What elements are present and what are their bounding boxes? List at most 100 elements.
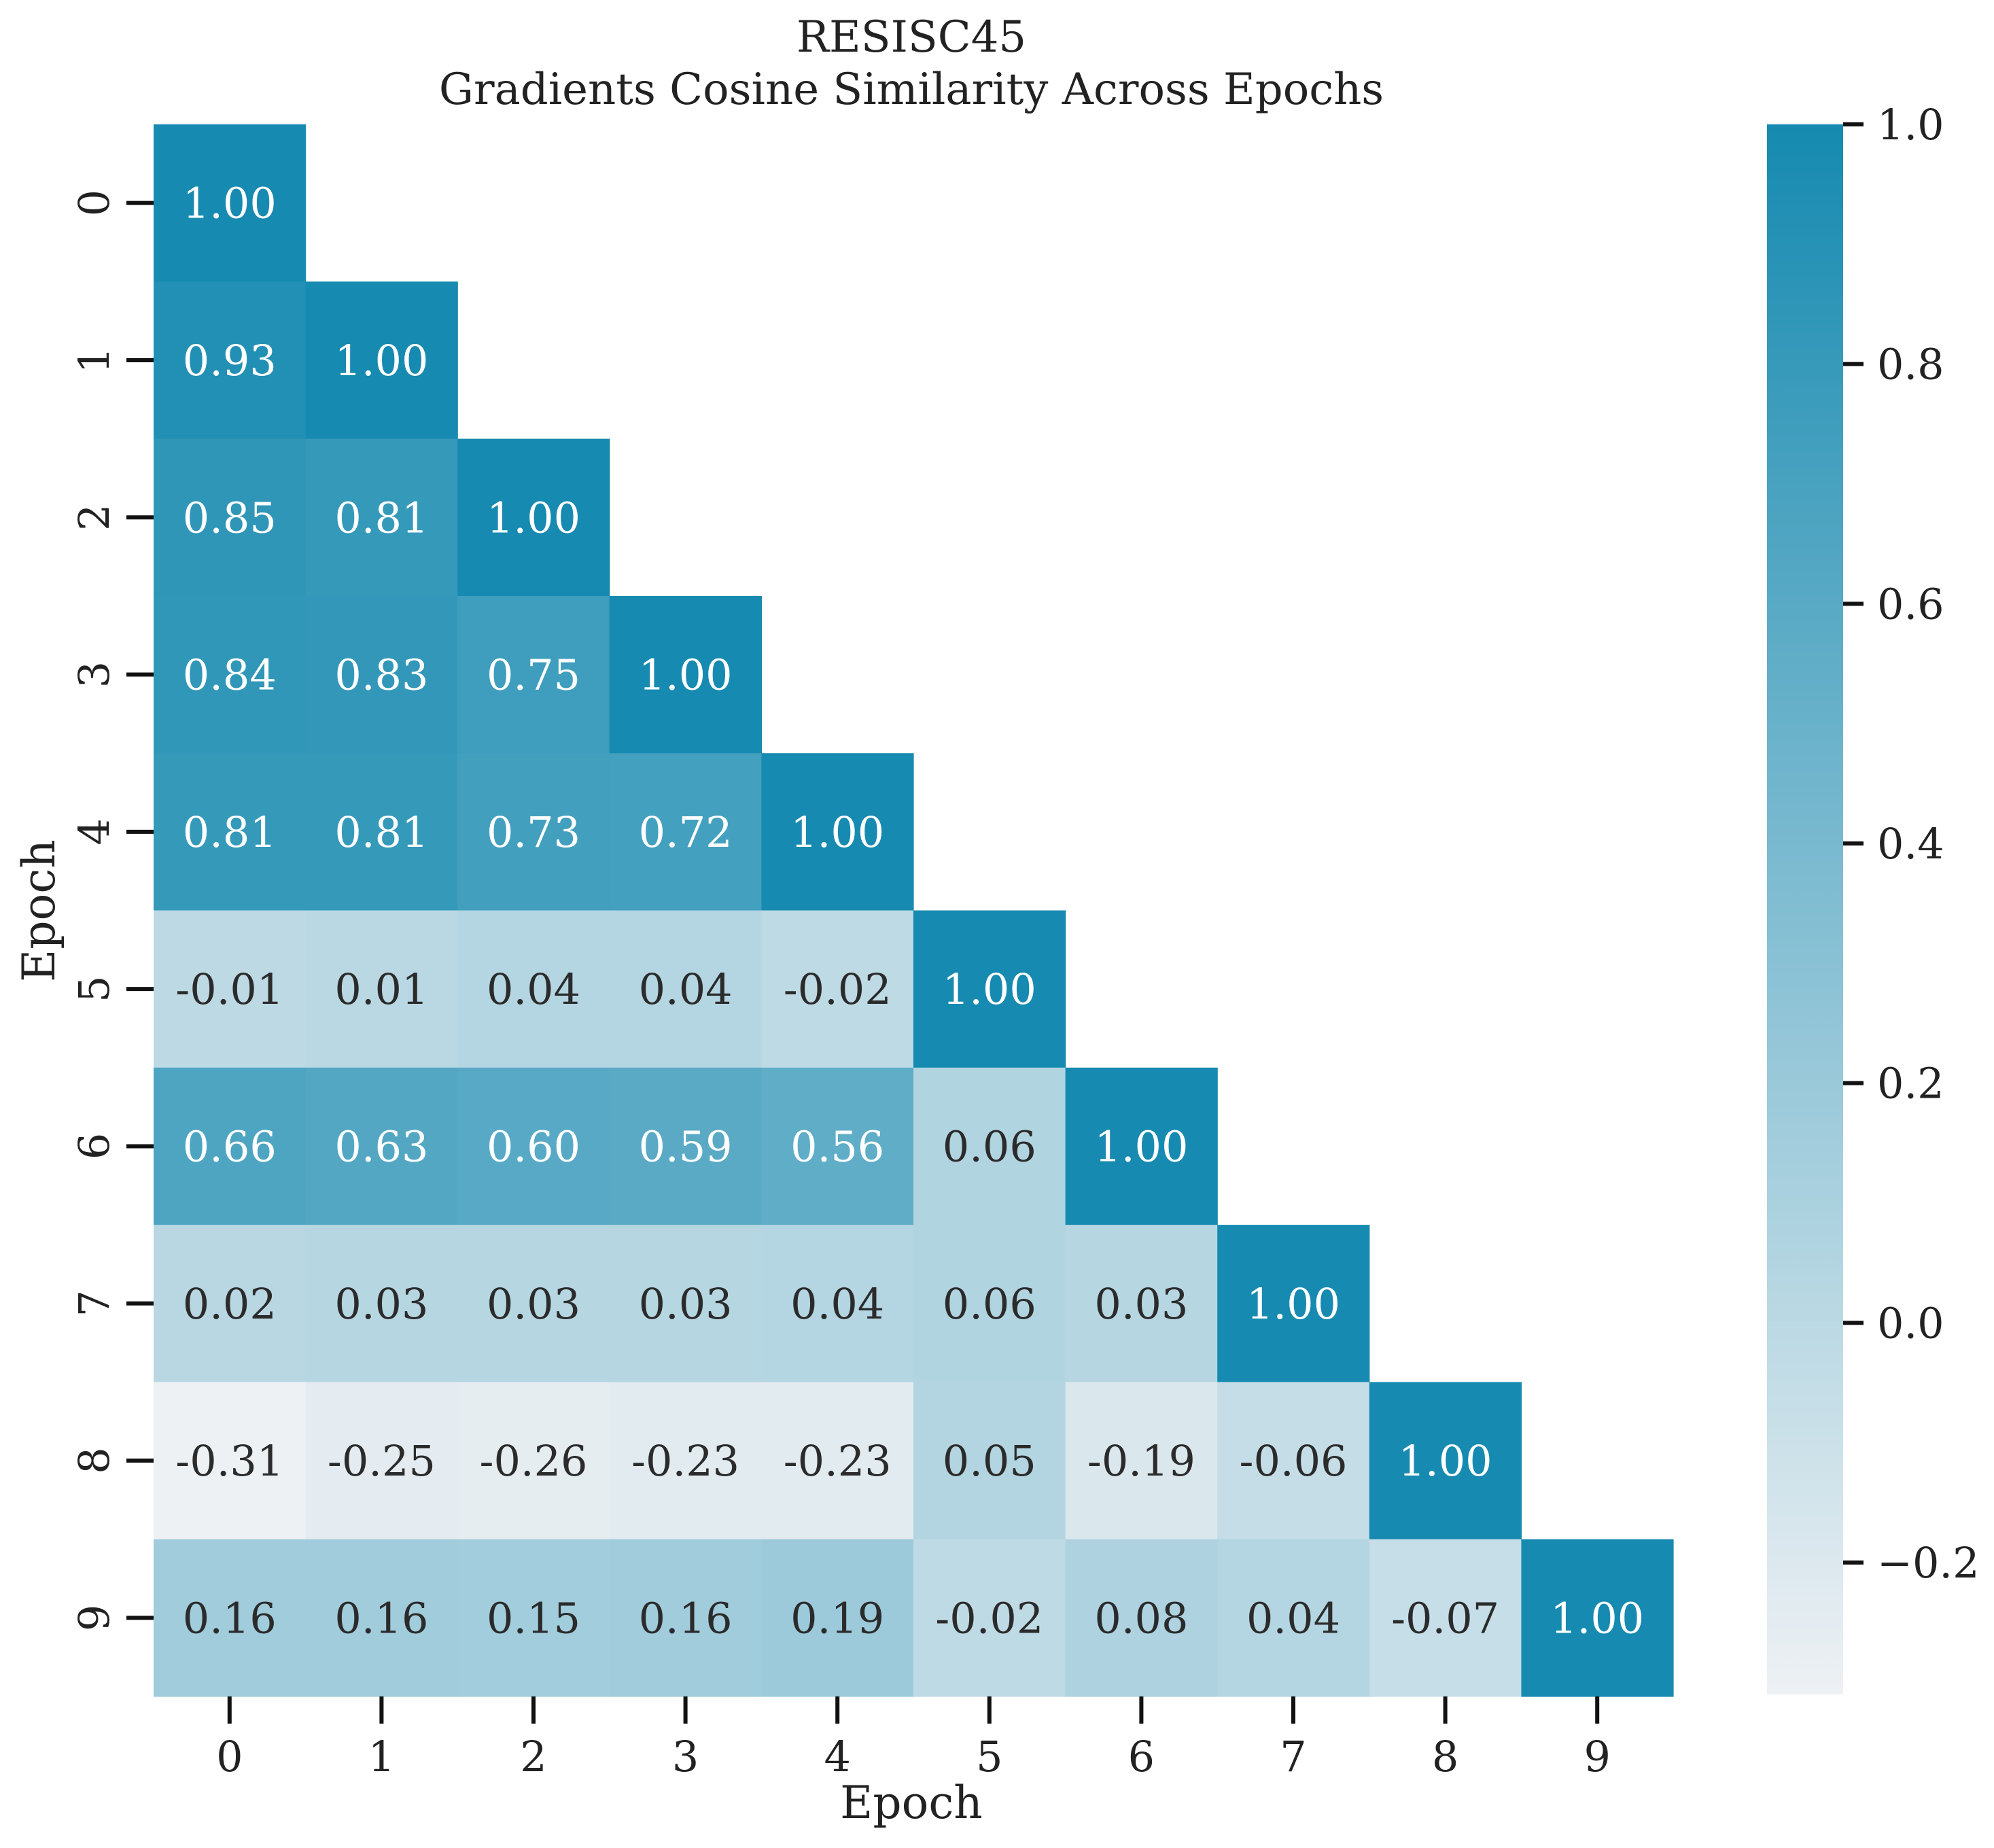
heatmap-cell-r1-c1	[305, 281, 458, 440]
cell-value-label-r6-c0: 0.66	[183, 1121, 277, 1171]
heatmap-cell-r9-c0	[154, 1539, 307, 1697]
heatmap-cell-r5-c4	[761, 910, 914, 1068]
cell-value-label-r9-c9: 1.00	[1550, 1593, 1644, 1643]
cell-value-label-r9-c0: 0.16	[183, 1593, 277, 1643]
heatmap-cell-r8-c4	[761, 1382, 914, 1540]
heatmap-cell-r8-c3	[609, 1382, 762, 1540]
cell-value-label-r9-c1: 0.16	[334, 1593, 428, 1643]
x-tick-label-7: 7	[1280, 1732, 1306, 1781]
heatmap-cell-r4-c3	[609, 753, 762, 911]
cell-value-label-r0-c0: 1.00	[183, 179, 277, 228]
y-tick-label-7: 7	[69, 1290, 119, 1317]
y-tick-label-9: 9	[69, 1605, 119, 1631]
cell-value-label-r4-c1: 0.81	[334, 807, 428, 857]
cell-value-label-r7-c2: 0.03	[487, 1279, 580, 1329]
cell-value-label-r7-c3: 0.03	[639, 1279, 733, 1329]
heatmap-cell-r7-c6	[1065, 1225, 1218, 1382]
cell-value-label-r6-c1: 0.63	[334, 1121, 428, 1171]
cell-value-label-r5-c5: 1.00	[943, 964, 1036, 1014]
heatmap-cell-r3-c0	[154, 595, 307, 754]
heatmap-cell-r5-c5	[913, 910, 1066, 1068]
cell-value-label-r5-c4: -0.02	[784, 964, 892, 1014]
y-tick-label-3: 3	[69, 661, 119, 688]
x-tick-label-0: 0	[216, 1732, 243, 1781]
chart-title-line-1: RESISC45	[797, 12, 1026, 63]
cell-value-label-r8-c3: -0.23	[631, 1436, 739, 1486]
heatmap-cell-r2-c0	[154, 438, 307, 597]
cell-value-label-r9-c6: 0.08	[1094, 1593, 1188, 1643]
heatmap-cell-r9-c8	[1369, 1539, 1522, 1697]
cell-value-label-r6-c3: 0.59	[639, 1121, 733, 1171]
cell-value-label-r1-c0: 0.93	[183, 336, 277, 385]
cell-value-label-r4-c2: 0.73	[487, 807, 580, 857]
x-tick-label-2: 2	[520, 1732, 546, 1781]
heatmap-cell-r0-c0	[154, 124, 307, 282]
heatmap-cell-r4-c2	[457, 753, 610, 911]
heatmap-cell-r6-c4	[761, 1067, 914, 1225]
heatmap-cell-r6-c3	[609, 1067, 762, 1225]
cell-value-label-r8-c1: -0.25	[328, 1436, 436, 1486]
chart-title-line-2: Gradients Cosine Similarity Across Epoch…	[439, 65, 1384, 115]
heatmap-cell-r6-c5	[913, 1067, 1066, 1225]
cell-value-label-r2-c1: 0.81	[334, 493, 428, 542]
x-tick-label-4: 4	[824, 1732, 850, 1781]
heatmap-cell-r7-c0	[154, 1225, 307, 1382]
x-tick-label-8: 8	[1432, 1732, 1458, 1781]
cell-value-label-r8-c8: 1.00	[1399, 1436, 1492, 1486]
cell-value-label-r6-c5: 0.06	[943, 1121, 1036, 1171]
cell-value-label-r9-c8: -0.07	[1391, 1593, 1499, 1643]
cell-value-label-r7-c1: 0.03	[334, 1279, 428, 1329]
cell-value-label-r7-c0: 0.02	[183, 1279, 277, 1329]
heatmap-cell-r7-c7	[1217, 1225, 1370, 1382]
heatmap-cell-r1-c0	[154, 281, 307, 440]
heatmap-cell-r7-c4	[761, 1225, 914, 1382]
heatmap-cell-r9-c9	[1521, 1539, 1674, 1697]
heatmap-cell-r3-c2	[457, 595, 610, 754]
colorbar	[1767, 124, 1843, 1694]
cell-value-label-r3-c2: 0.75	[487, 650, 580, 700]
heatmap-cell-r6-c0	[154, 1067, 307, 1225]
cell-value-label-r2-c2: 1.00	[487, 493, 580, 542]
cell-value-label-r5-c1: 0.01	[334, 964, 428, 1014]
heatmap-cell-r5-c0	[154, 910, 307, 1068]
heatmap-cell-r5-c1	[305, 910, 458, 1068]
heatmap-cell-r5-c2	[457, 910, 610, 1068]
cell-value-label-r9-c2: 0.15	[487, 1593, 580, 1643]
x-tick-label-5: 5	[976, 1732, 1002, 1781]
cell-value-label-r8-c6: -0.19	[1087, 1436, 1195, 1486]
heatmap-cells: 1.00 0.93 1.00 0.85 0.81 1.00 0.84 0.83 0.75 1.00…	[154, 124, 1674, 1697]
cell-value-label-r7-c6: 0.03	[1094, 1279, 1188, 1329]
cell-value-label-r6-c2: 0.60	[487, 1121, 580, 1171]
heatmap-cell-r4-c0	[154, 753, 307, 911]
heatmap-cell-r3-c1	[305, 595, 458, 754]
cell-value-label-r6-c4: 0.56	[790, 1121, 884, 1171]
cell-value-label-r1-c1: 1.00	[334, 336, 428, 385]
heatmap-cell-r7-c2	[457, 1225, 610, 1382]
y-tick-label-1: 1	[69, 347, 119, 373]
colorbar-ticks: 1.0 0.8 0.6 0.4 0.2 0.0 −0.2	[1843, 100, 1980, 1588]
heatmap-cell-r9-c6	[1065, 1539, 1218, 1697]
cell-value-label-r5-c3: 0.04	[639, 964, 733, 1014]
cell-value-label-r9-c3: 0.16	[639, 1593, 733, 1643]
cell-value-label-r8-c2: -0.26	[480, 1436, 588, 1486]
cell-value-label-r7-c4: 0.04	[790, 1279, 884, 1329]
heatmap-cell-r9-c3	[609, 1539, 762, 1697]
heatmap-cell-r2-c1	[305, 438, 458, 597]
heatmap-cell-r4-c4	[761, 753, 914, 911]
heatmap-cell-r4-c1	[305, 753, 458, 911]
cell-value-label-r3-c1: 0.83	[334, 650, 428, 700]
heatmap-cell-r9-c2	[457, 1539, 610, 1697]
y-tick-label-8: 8	[69, 1447, 119, 1474]
cell-value-label-r2-c0: 0.85	[183, 493, 277, 542]
y-tick-label-0: 0	[69, 190, 119, 216]
heatmap-cell-r8-c8	[1369, 1382, 1522, 1540]
y-axis-ticks: 0 1 2 3 4 5 6 7 8 9	[69, 190, 154, 1631]
heatmap-cell-r9-c5	[913, 1539, 1066, 1697]
cell-value-label-r7-c5: 0.06	[943, 1279, 1036, 1329]
heatmap-cell-r8-c5	[913, 1382, 1066, 1540]
x-tick-label-6: 6	[1128, 1732, 1155, 1781]
x-tick-label-1: 1	[368, 1732, 395, 1781]
x-axis-label: Epoch	[840, 1777, 983, 1829]
cell-value-label-r4-c4: 1.00	[790, 807, 884, 857]
